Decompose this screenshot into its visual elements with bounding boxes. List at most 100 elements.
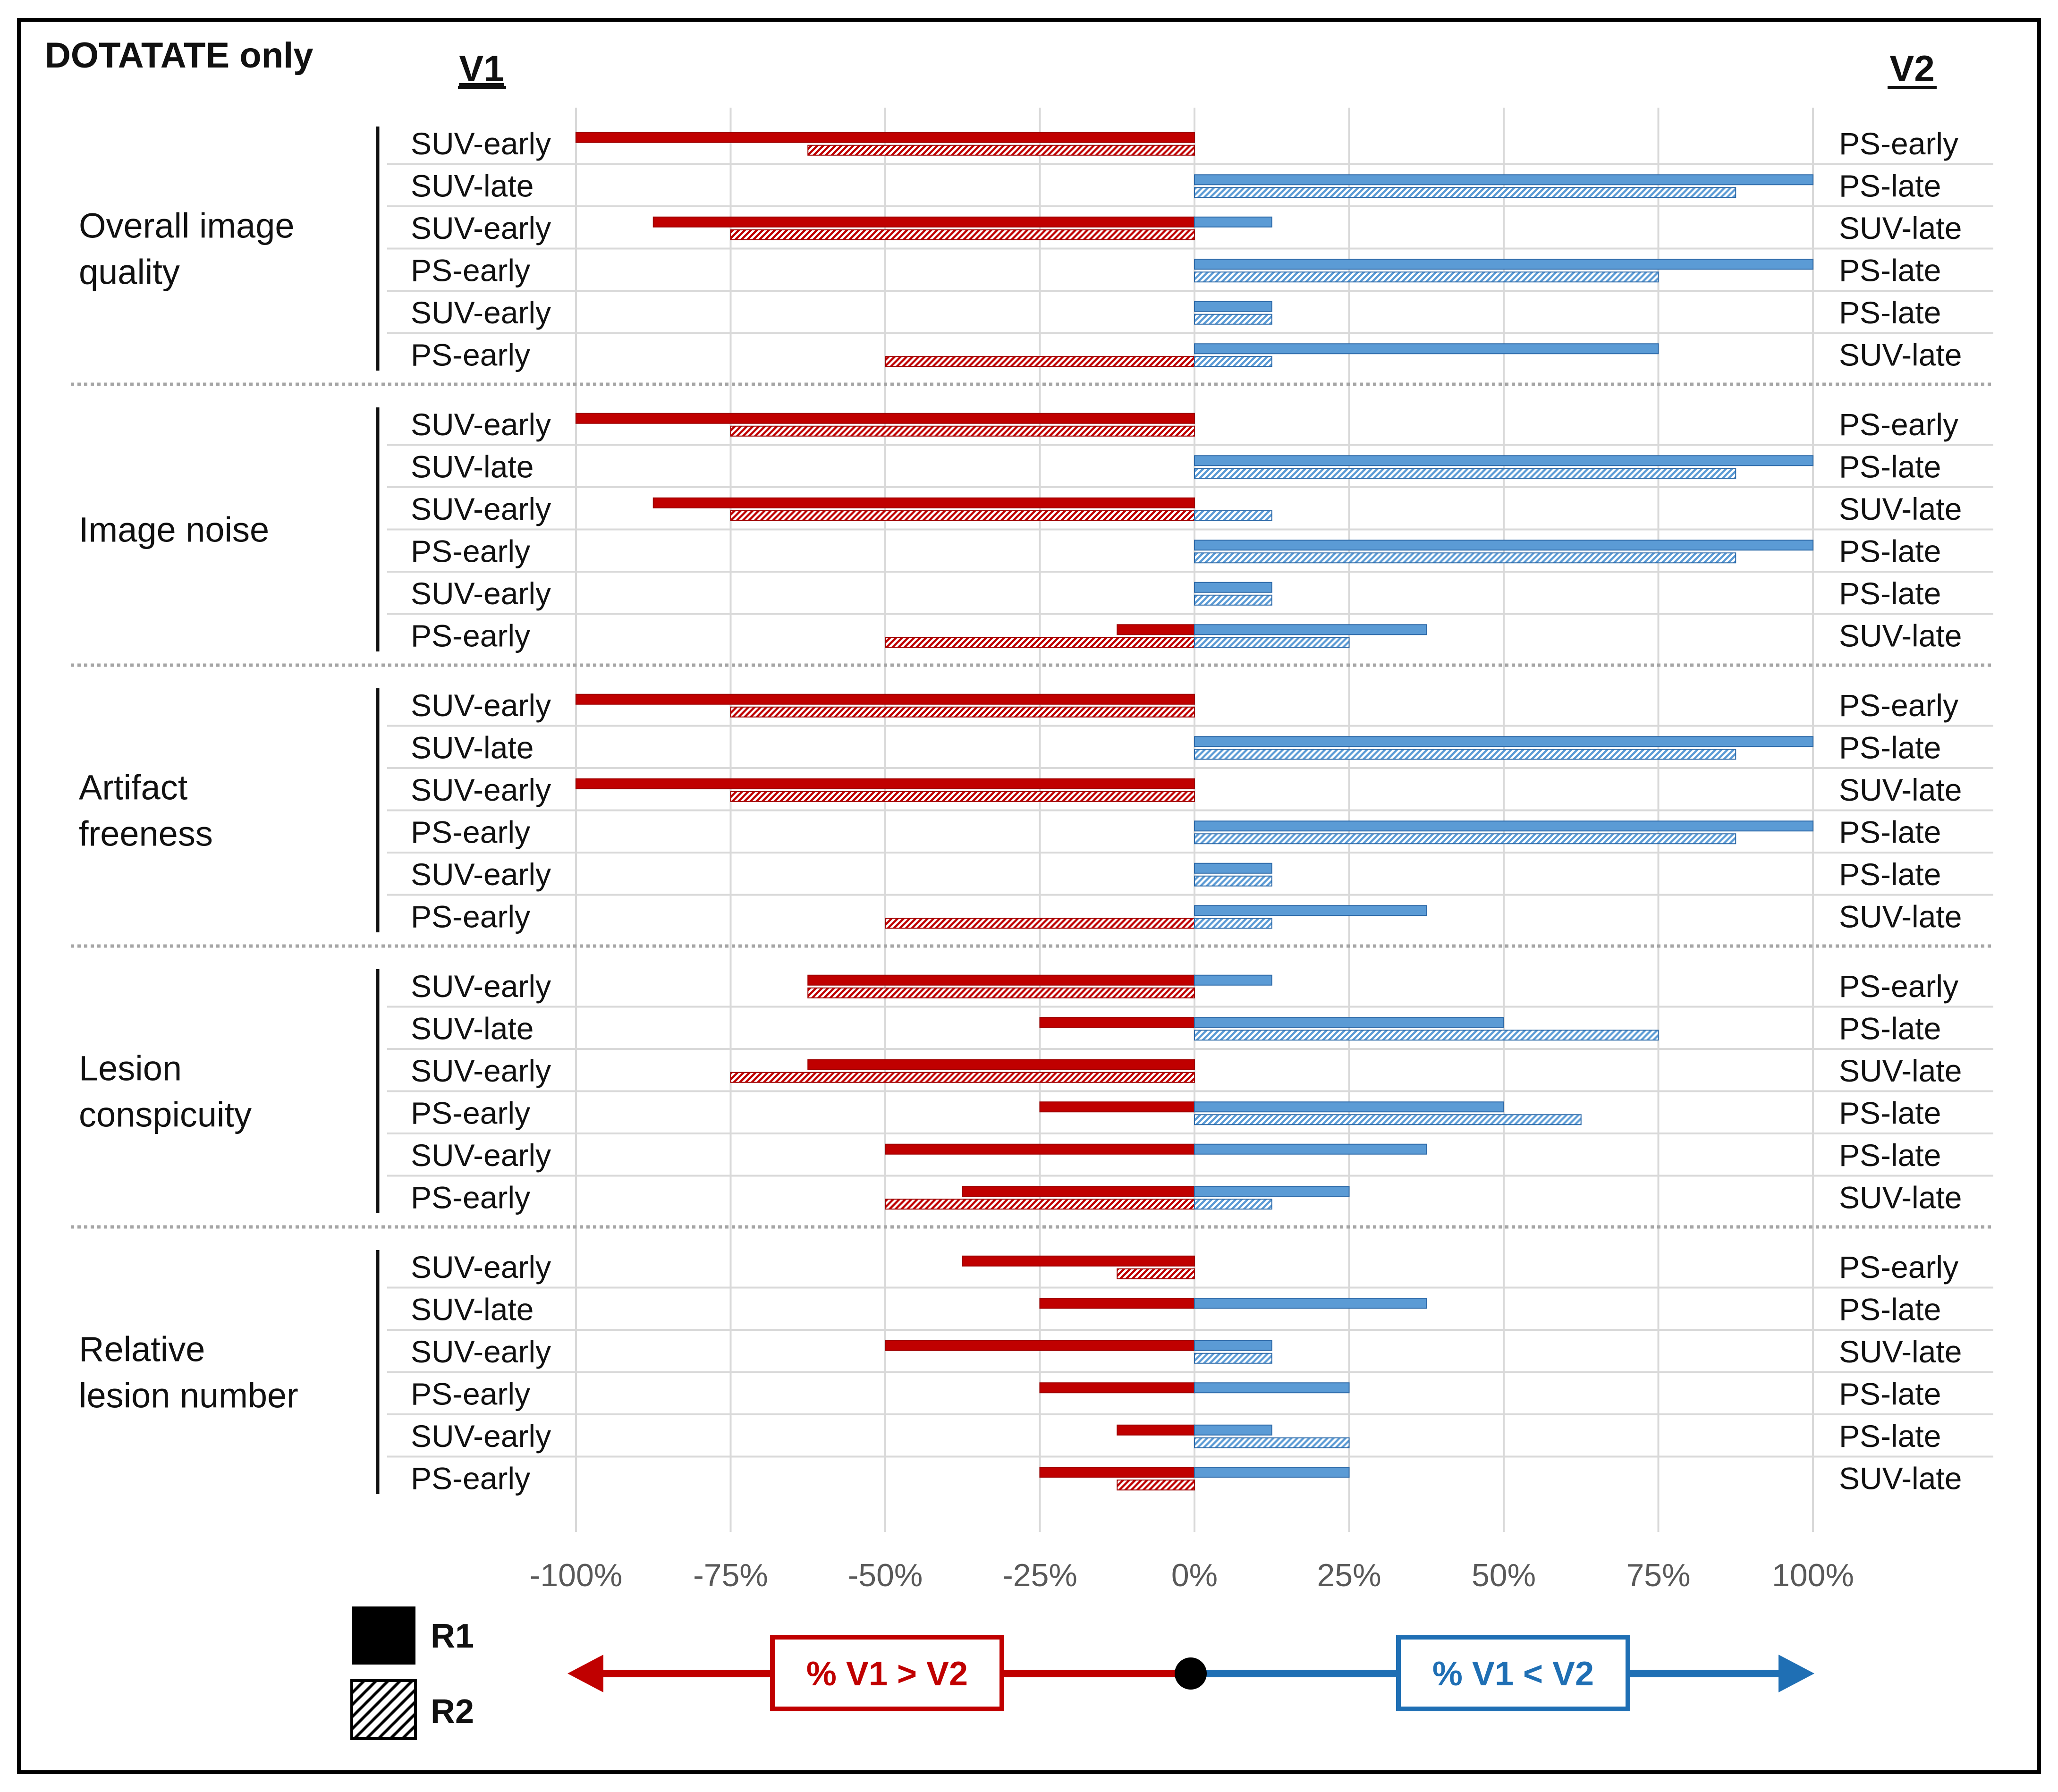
- bar-r1-v1-greater: [1039, 1382, 1195, 1394]
- row-label-v1: SUV-late: [411, 730, 534, 765]
- row-label-v1: SUV-early: [411, 295, 551, 330]
- row-label-v1: PS-early: [411, 533, 530, 568]
- x-tick-label: -25%: [1002, 1557, 1077, 1593]
- bar-r1-v1-greater: [885, 1143, 1195, 1155]
- bar-r2-v1-greater: [807, 987, 1195, 998]
- bar-r2-v1-less: [1194, 833, 1736, 845]
- bar-r1-v1-greater: [576, 132, 1195, 143]
- bar-r1-v1-greater: [962, 1255, 1195, 1267]
- bar-r2-v1-less: [1194, 1437, 1350, 1448]
- row-label-v2: PS-early: [1839, 126, 1958, 161]
- row-label-v1: SUV-early: [411, 211, 551, 245]
- bar-r1-v1-less: [1194, 343, 1659, 355]
- legend-swatch-r1: [352, 1606, 415, 1665]
- arrow-head-left: [567, 1655, 603, 1692]
- row-label-v1: PS-early: [411, 1461, 530, 1496]
- bar-r1-v1-less: [1194, 1382, 1350, 1394]
- group-label: Relative: [79, 1330, 205, 1369]
- direction-arrows: % V1 > V2 % V1 < V2: [567, 1635, 1814, 1711]
- bar-r1-v1-less: [1194, 455, 1813, 466]
- bar-r1-v1-greater: [652, 497, 1195, 508]
- bar-r2-v1-greater: [1117, 1479, 1195, 1491]
- group-label: lesion number: [79, 1376, 298, 1415]
- row-label-v2: PS-late: [1839, 295, 1941, 330]
- legend-label-r2: R2: [431, 1693, 474, 1731]
- group-label: Artifact: [79, 768, 188, 807]
- bar-r2-v1-less: [1194, 918, 1272, 929]
- x-tick-label: 0%: [1171, 1557, 1218, 1593]
- bar-r2-v1-less: [1194, 271, 1659, 283]
- row-label-v2: PS-late: [1839, 253, 1941, 287]
- row-label-v2: PS-late: [1839, 857, 1941, 892]
- legend: R1 R2: [350, 1606, 474, 1740]
- bar-r2-v1-less: [1194, 1030, 1659, 1041]
- row-label-v1: PS-early: [411, 1180, 530, 1215]
- group-label: Overall image: [79, 206, 295, 245]
- x-tick-label: 50%: [1472, 1557, 1536, 1593]
- chart-title: DOTATATE only: [45, 35, 313, 76]
- bar-r2-v1-greater: [1117, 1268, 1195, 1279]
- bar-r1-v1-less: [1194, 582, 1272, 593]
- label-v1-less: % V1 < V2: [1432, 1655, 1594, 1693]
- row-label-v2: SUV-late: [1839, 1180, 1962, 1215]
- bar-r2-v1-less: [1194, 1352, 1272, 1364]
- row-label-v1: SUV-early: [411, 969, 551, 1004]
- bar-r2-v1-less: [1194, 1199, 1272, 1210]
- bar-r2-v1-less: [1194, 510, 1272, 521]
- bar-r1-v1-less: [1194, 1017, 1504, 1028]
- row-label-v2: PS-late: [1839, 1138, 1941, 1173]
- x-tick-label: 75%: [1626, 1557, 1690, 1593]
- bar-r1-v1-less: [1194, 259, 1813, 270]
- bar-r2-v1-greater: [885, 918, 1195, 929]
- row-label-v2: PS-late: [1839, 449, 1941, 484]
- row-label-v1: SUV-early: [411, 1053, 551, 1088]
- bar-r2-v1-less: [1194, 875, 1272, 887]
- row-label-v2: SUV-late: [1839, 491, 1962, 526]
- row-separators: [71, 163, 1993, 1458]
- left-header-v1: V1: [459, 48, 504, 89]
- row-label-v1: SUV-late: [411, 1292, 534, 1327]
- bar-r1-v1-greater: [1117, 624, 1195, 635]
- row-label-v2: PS-early: [1839, 688, 1958, 723]
- bar-r1-v1-less: [1194, 540, 1813, 551]
- bar-r1-v1-greater: [1039, 1298, 1195, 1309]
- row-label-v2: SUV-late: [1839, 618, 1962, 653]
- row-label-v2: PS-late: [1839, 533, 1941, 568]
- bar-r1-v1-greater: [576, 413, 1195, 424]
- row-label-v1: SUV-early: [411, 688, 551, 723]
- bar-r1-v1-greater: [1117, 1424, 1195, 1436]
- bar-r2-v1-greater: [730, 510, 1195, 521]
- bar-r1-v1-less: [1194, 174, 1813, 186]
- row-label-v2: PS-late: [1839, 730, 1941, 765]
- row-label-v2: SUV-late: [1839, 337, 1962, 372]
- right-header-v2: V2: [1889, 48, 1934, 89]
- bars: [576, 132, 1813, 1491]
- label-box-red: [770, 1635, 1004, 1711]
- row-label-v1: SUV-late: [411, 449, 534, 484]
- row-label-v1: SUV-late: [411, 1011, 534, 1046]
- bar-r2-v1-greater: [885, 356, 1195, 367]
- bar-r1-v1-greater: [962, 1186, 1195, 1197]
- row-label-v1: PS-early: [411, 899, 530, 934]
- bar-r1-v1-less: [1194, 301, 1272, 312]
- group-label: conspicuity: [79, 1095, 252, 1134]
- x-axis-ticks: -100% -75% -50% -25% 0% 25% 50% 75% 100%: [530, 1557, 1854, 1593]
- bar-r2-v1-greater: [730, 706, 1195, 718]
- bar-r1-v1-greater: [576, 778, 1195, 789]
- row-label-v2: SUV-late: [1839, 1334, 1962, 1369]
- row-label-v2: PS-late: [1839, 1292, 1941, 1327]
- bar-r1-v1-less: [1194, 736, 1813, 747]
- x-tick-label: 100%: [1772, 1557, 1854, 1593]
- x-tick-label: -75%: [693, 1557, 768, 1593]
- label-v1-greater: % V1 > V2: [806, 1655, 968, 1693]
- bar-r2-v1-less: [1194, 594, 1272, 606]
- group-label: Image noise: [79, 510, 269, 549]
- row-label-v2: SUV-late: [1839, 899, 1962, 934]
- row-label-v1: PS-early: [411, 618, 530, 653]
- outer-frame: [17, 18, 2041, 1774]
- bar-r1-v1-less: [1194, 1186, 1350, 1197]
- row-label-v1: PS-early: [411, 1376, 530, 1411]
- row-label-v2: SUV-late: [1839, 211, 1962, 245]
- row-label-v2: PS-late: [1839, 1376, 1941, 1411]
